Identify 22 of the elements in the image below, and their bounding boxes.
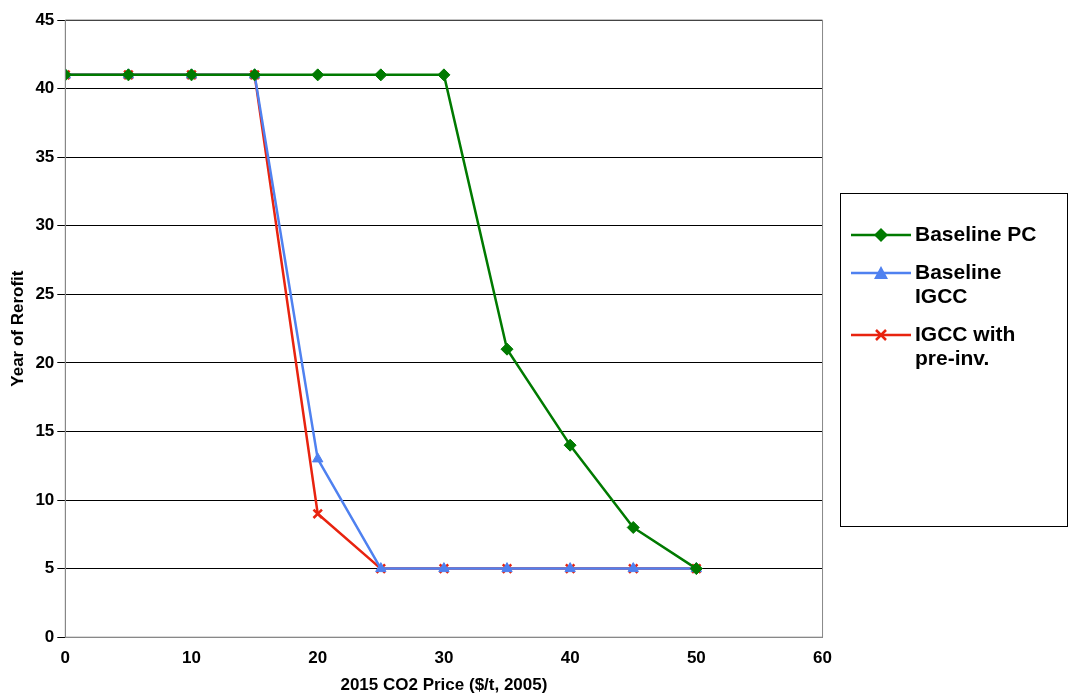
y-tick-label: 25 xyxy=(35,284,55,303)
x-axis-title: 2015 CO2 Price ($/t, 2005) xyxy=(340,675,548,695)
x-tick-label: 20 xyxy=(308,648,328,668)
legend-label: IGCC with pre-inv. xyxy=(915,322,1017,370)
y-tick-label: 15 xyxy=(35,421,55,441)
legend-label: Baseline IGCC xyxy=(915,260,1003,308)
y-tick-label: 40 xyxy=(35,78,55,98)
y-tick-label: 20 xyxy=(35,352,55,372)
y-axis-title: Year of Rerofit xyxy=(7,270,27,387)
y-tick-label: 30 xyxy=(35,215,55,235)
x-tick-label: 50 xyxy=(686,648,706,668)
y-tick-label: 10 xyxy=(35,489,55,509)
x-tick-label: 40 xyxy=(560,648,580,668)
y-tick-label: 0 xyxy=(44,626,55,646)
x-tick-label: 30 xyxy=(434,648,454,668)
y-tick-label: 5 xyxy=(44,558,55,578)
y-tick-label: 35 xyxy=(35,146,55,166)
y-tick-label: 45 xyxy=(35,9,55,29)
x-tick-label: 60 xyxy=(813,648,833,668)
legend-label: Baseline PC xyxy=(915,222,1037,246)
x-tick-label: 10 xyxy=(182,648,201,668)
x-tick-label: 0 xyxy=(60,648,71,668)
